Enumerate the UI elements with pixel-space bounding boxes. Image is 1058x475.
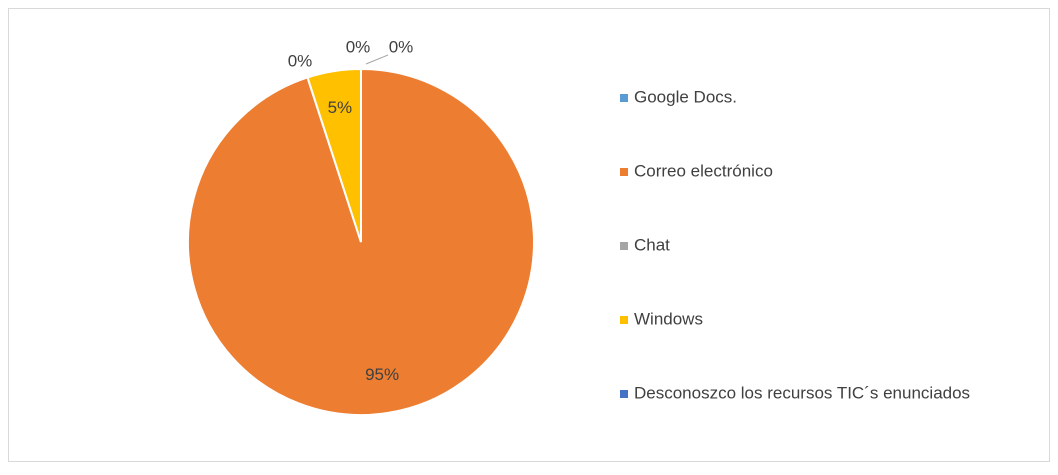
data-label: 0% [346,37,371,56]
legend-swatch [620,94,628,102]
data-label: 5% [328,98,353,117]
data-label: 0% [389,37,414,56]
legend-label: Google Docs. [634,87,737,106]
legend-swatch [620,316,628,324]
legend-label: Chat [634,235,670,254]
legend-swatch [620,390,628,398]
leader-line [365,54,389,65]
legend-label: Desconoszco los recursos TIC´s enunciado… [634,383,970,402]
data-label: 95% [365,365,399,384]
data-label: 0% [288,51,313,70]
legend-label: Correo electrónico [634,161,773,180]
legend-swatch [620,168,628,176]
legend-label: Windows [634,309,703,328]
legend-swatch [620,242,628,250]
